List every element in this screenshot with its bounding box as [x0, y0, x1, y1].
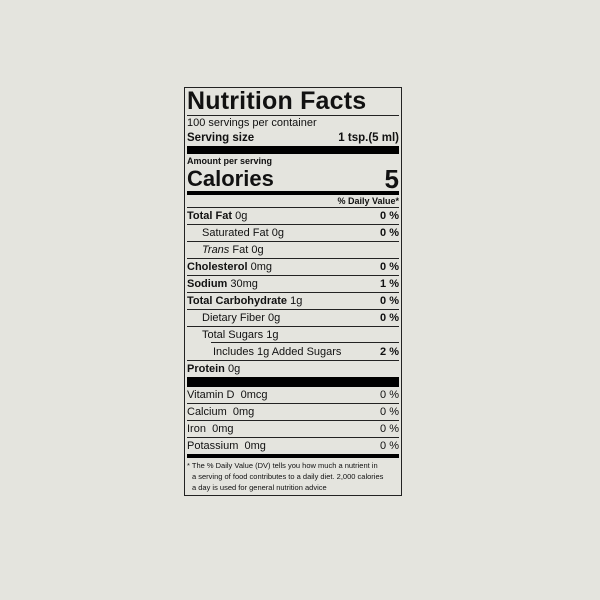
- nutrient-label: Cholesterol: [187, 261, 248, 273]
- vitamin-row-potassium: Potassium 0mg 0 %: [187, 438, 399, 454]
- nutrient-row-cholesterol: Cholesterol 0mg 0 %: [187, 259, 399, 276]
- nutrition-facts-label: Nutrition Facts 100 servings per contain…: [184, 87, 402, 496]
- nutrient-label: Sodium: [187, 278, 228, 290]
- footnote-line: a serving of food contributes to a daily…: [192, 472, 384, 481]
- nutrient-label-suffix: Fat: [232, 244, 249, 256]
- nutrient-dv: 0 %: [380, 312, 399, 324]
- vitamin-dv: 0 %: [380, 440, 399, 452]
- vitamin-dv: 0 %: [380, 406, 399, 418]
- vitamin-label: Calcium: [187, 406, 227, 418]
- amount-per-serving: Amount per serving: [187, 156, 273, 166]
- nutrient-label: Protein: [187, 363, 225, 375]
- nutrient-dv: 0 %: [380, 261, 399, 273]
- medium-divider: [187, 454, 399, 458]
- footnote-line: a day is used for general nutrition advi…: [192, 483, 327, 492]
- nutrient-row-added-sugars: Includes 1g Added Sugars 2 %: [187, 343, 399, 361]
- nutrient-dv: 0 %: [380, 227, 399, 239]
- nutrient-amount: 0g: [227, 363, 241, 375]
- calories-value: 5: [384, 164, 399, 194]
- calories-row: Calories 5: [187, 164, 399, 194]
- nutrient-row-total-carbohydrate: Total Carbohydrate 1g 0 %: [187, 293, 399, 310]
- vitamin-amount: 0mg: [244, 440, 266, 452]
- nutrient-label: Dietary Fiber: [202, 312, 265, 324]
- nutrient-dv: 1 %: [380, 278, 399, 290]
- nutrient-amount: 1g: [290, 295, 303, 307]
- nutrient-amount: 0g: [271, 227, 284, 239]
- nutrient-dv: 0 %: [380, 210, 399, 222]
- nutrient-label: Includes 1g Added Sugars: [213, 345, 342, 358]
- daily-value-header: % Daily Value*: [187, 195, 399, 208]
- calories-label: Calories: [187, 166, 274, 191]
- thick-divider: [187, 377, 399, 387]
- vitamin-dv: 0 %: [380, 423, 399, 435]
- nutrient-row-sodium: Sodium 30mg 1 %: [187, 276, 399, 293]
- nutrient-label: Saturated Fat: [202, 227, 269, 239]
- nutrient-row-saturated-fat: Saturated Fat 0g 0 %: [187, 225, 399, 242]
- nutrient-row-dietary-fiber: Dietary Fiber 0g 0 %: [187, 310, 399, 327]
- serving-size-label: Serving size: [187, 132, 255, 144]
- serving-size-row: Serving size 1 tsp.(5 ml): [187, 130, 399, 146]
- nutrient-row-trans-fat: Trans Fat 0g: [187, 242, 399, 259]
- nutrient-amount: 0g: [235, 210, 248, 222]
- vitamin-amount: 0mcg: [240, 389, 268, 401]
- vitamin-amount: 0mg: [232, 406, 255, 418]
- nutrient-amount: 1g: [266, 329, 279, 341]
- nutrient-row-protein: Protein 0g: [187, 361, 399, 377]
- footnote: * The % Daily Value (DV) tells you how m…: [187, 458, 399, 495]
- vitamin-row-calcium: Calcium 0mg 0 %: [187, 404, 399, 421]
- vitamin-dv: 0 %: [380, 389, 399, 401]
- vitamin-row-iron: Iron 0mg 0 %: [187, 421, 399, 438]
- vitamin-amount: 0mg: [212, 423, 234, 435]
- vitamin-row-vitamin-d: Vitamin D 0mcg 0 %: [187, 387, 399, 404]
- nutrient-amount: 0g: [251, 244, 264, 256]
- serving-size-value: 1 tsp.(5 ml): [338, 132, 399, 144]
- vitamin-label: Vitamin D: [187, 389, 235, 401]
- nutrient-label: Trans: [202, 244, 230, 256]
- servings-per-container: 100 servings per container: [187, 117, 317, 129]
- nutrient-label: Total Fat: [187, 210, 233, 222]
- label-title: Nutrition Facts: [187, 88, 399, 116]
- nutrient-label: Total Sugars: [202, 329, 264, 341]
- nutrient-row-total-fat: Total Fat 0g 0 %: [187, 208, 399, 225]
- nutrient-row-total-sugars: Total Sugars 1g: [187, 327, 399, 343]
- footnote-line: * The % Daily Value (DV) tells you how m…: [187, 461, 378, 470]
- nutrient-amount: 30mg: [230, 278, 258, 290]
- medium-divider: [187, 191, 399, 195]
- nutrient-label: Total Carbohydrate: [187, 295, 288, 307]
- nutrient-dv: 0 %: [380, 295, 399, 307]
- nutrient-dv: 2 %: [380, 345, 399, 358]
- thick-divider: [187, 146, 399, 154]
- nutrient-amount: 0mg: [250, 261, 272, 273]
- vitamin-label: Iron: [187, 423, 206, 435]
- vitamin-label: Potassium: [187, 440, 239, 452]
- nutrient-amount: 0g: [268, 312, 281, 324]
